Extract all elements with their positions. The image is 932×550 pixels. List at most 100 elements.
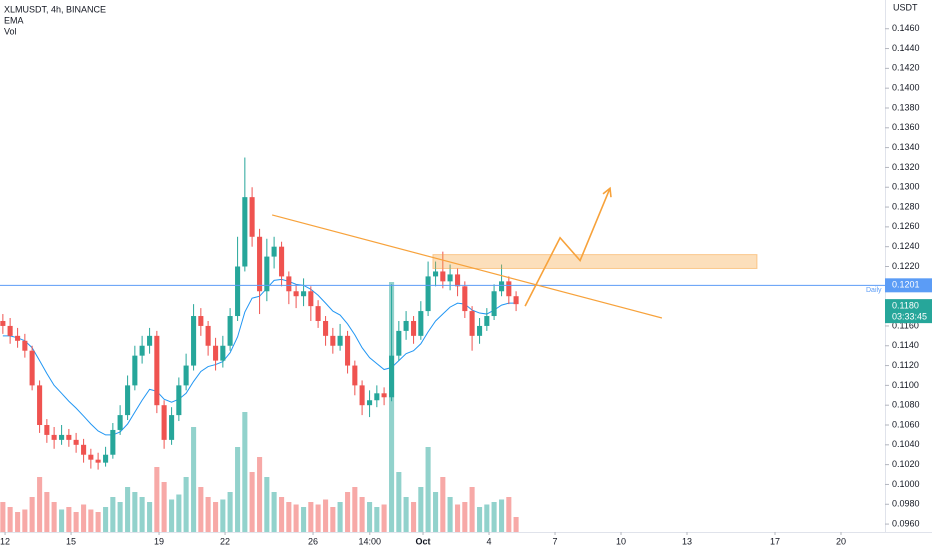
- volume-bar: [132, 492, 138, 532]
- candle-body: [257, 236, 263, 292]
- price-line-name: Daily: [866, 287, 882, 294]
- y-tick-label: 0.1440: [892, 43, 920, 53]
- volume-bar: [22, 509, 28, 532]
- volume-bar: [418, 487, 424, 532]
- volume-bar: [477, 507, 483, 532]
- arrow-head: [602, 186, 612, 198]
- volume-bar: [257, 457, 263, 532]
- candle-body: [491, 291, 497, 317]
- volume-bar: [103, 507, 109, 532]
- volume-bar: [345, 492, 351, 532]
- candle-body: [506, 281, 512, 297]
- volume-bar: [176, 494, 182, 532]
- last-price-label: 0.1180: [892, 300, 919, 310]
- x-tick-label: 19: [154, 536, 164, 546]
- volume-bar: [161, 482, 167, 532]
- volume-bar: [389, 282, 395, 532]
- volume-bar: [411, 502, 417, 532]
- volume-bar: [213, 502, 219, 532]
- volume-bar: [125, 487, 131, 532]
- volume-bar: [513, 517, 519, 532]
- x-tick-label: 12: [0, 536, 10, 546]
- volume-bar: [403, 497, 409, 532]
- volume-bar: [29, 497, 35, 532]
- volume-bar: [279, 497, 285, 532]
- price-line-label: 0.1201: [892, 280, 920, 290]
- candle-body: [81, 444, 87, 455]
- candle-body: [425, 276, 431, 312]
- x-tick-label: 13: [682, 536, 692, 546]
- candle-body: [499, 281, 505, 292]
- candle-body: [462, 286, 468, 312]
- candle-body: [293, 291, 299, 297]
- volume-bar: [293, 504, 299, 532]
- volume-bar: [330, 507, 336, 532]
- candle-body: [235, 266, 241, 317]
- y-tick-label: 0.1040: [892, 439, 920, 449]
- candle-body: [337, 335, 343, 346]
- indicator-label: EMA: [4, 15, 24, 25]
- y-tick-label: 0.1280: [892, 201, 920, 211]
- y-tick-label: 0.1340: [892, 142, 920, 152]
- candle-body: [183, 365, 189, 386]
- candle-body: [169, 415, 175, 440]
- volume-bar: [323, 499, 329, 532]
- y-tick-label: 0.1460: [892, 23, 920, 33]
- x-tick-label: Oct: [416, 536, 431, 546]
- volume-bar: [301, 507, 307, 532]
- candle-body: [352, 365, 358, 386]
- candle-body: [389, 355, 395, 398]
- last-price-tag: [885, 299, 932, 324]
- candle-body: [330, 335, 336, 346]
- candle-body: [227, 316, 233, 346]
- candle-body: [161, 405, 167, 440]
- candle-body: [433, 271, 439, 277]
- y-tick-label: 0.1080: [892, 400, 920, 410]
- candle-body: [22, 340, 28, 351]
- y-tick-label: 0.1260: [892, 221, 920, 231]
- candle-body: [44, 425, 50, 435]
- y-tick-label: 0.1420: [892, 63, 920, 73]
- y-tick-label: 0.1140: [892, 340, 919, 350]
- volume-bar: [506, 497, 512, 532]
- candle-body: [59, 434, 65, 440]
- candle-body: [95, 459, 101, 463]
- volume-bar: [469, 487, 475, 532]
- candle-body: [242, 197, 248, 267]
- volume-bar: [59, 509, 65, 532]
- volume-bar: [73, 512, 79, 532]
- volume-bar: [147, 502, 153, 532]
- volume-bar: [447, 497, 453, 532]
- volume-bar: [381, 504, 387, 532]
- y-tick-label: 0.1240: [892, 241, 920, 251]
- candle-body: [66, 434, 72, 440]
- volume-bar: [359, 497, 365, 532]
- volume-bar: [37, 477, 43, 532]
- volume-bar: [198, 487, 204, 532]
- volume-bar: [315, 504, 321, 532]
- volume-bar: [183, 477, 189, 532]
- y-tick-label: 0.1400: [892, 83, 920, 93]
- candle-body: [139, 345, 145, 356]
- volume-bar: [286, 502, 292, 532]
- price-line-tag: [885, 278, 932, 293]
- volume-bar: [191, 427, 197, 532]
- candle-body: [403, 320, 409, 331]
- y-tick-label: 0.1160: [892, 320, 919, 330]
- x-tick-label: 14:00: [359, 536, 382, 546]
- volume-bar: [154, 467, 160, 532]
- volume-bar: [264, 477, 270, 532]
- y-tick-label: 0.1380: [892, 102, 920, 112]
- candle-body: [301, 291, 307, 297]
- candle-body: [103, 454, 109, 463]
- volume-bar: [455, 504, 461, 532]
- candle-body: [220, 345, 226, 361]
- volume-bar: [169, 499, 175, 532]
- candle-body: [374, 393, 380, 401]
- candle-body: [15, 335, 21, 341]
- candle-body: [125, 385, 131, 416]
- x-tick-label: 17: [770, 536, 780, 546]
- y-tick-label: 0.1120: [892, 360, 919, 370]
